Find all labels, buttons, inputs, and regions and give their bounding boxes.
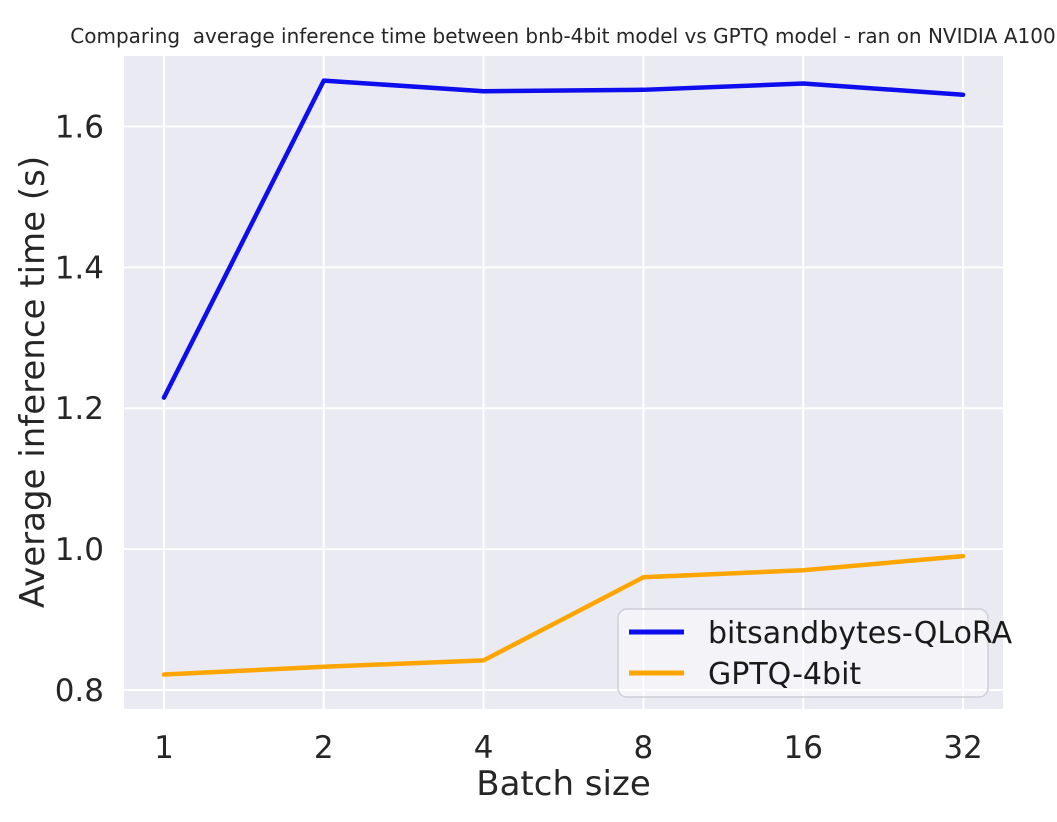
chart-title: Comparing average inference time between… <box>70 24 1056 48</box>
y-tick-label: 1.4 <box>55 250 104 286</box>
x-tick-label: 32 <box>943 730 982 766</box>
y-axis-label: Average inference time (s) <box>13 155 53 609</box>
x-tick-label: 16 <box>784 730 823 766</box>
legend-box <box>617 608 989 698</box>
series-line-bitsandbytes-QLoRA <box>161 78 966 400</box>
y-tick-label: 0.8 <box>55 673 104 709</box>
legend: bitsandbytes-QLoRA GPTQ-4bit <box>617 608 1013 698</box>
x-tick-label: 4 <box>474 730 494 766</box>
x-tick-label: 8 <box>634 730 654 766</box>
y-tick-label: 1.6 <box>55 109 104 145</box>
x-tick-label: 1 <box>154 730 174 766</box>
legend-label-GPTQ-4bit: GPTQ-4bit <box>708 657 861 692</box>
legend-label-bitsandbytes-QLoRA: bitsandbytes-QLoRA <box>708 616 1013 651</box>
y-tick-label: 1.0 <box>55 532 104 568</box>
axes-background <box>124 56 1003 709</box>
x-axis-label: Batch size <box>476 764 651 804</box>
y-tick-label: 1.2 <box>55 391 104 427</box>
series-line-GPTQ-4bit <box>161 553 966 677</box>
x-tick-label: 2 <box>314 730 334 766</box>
